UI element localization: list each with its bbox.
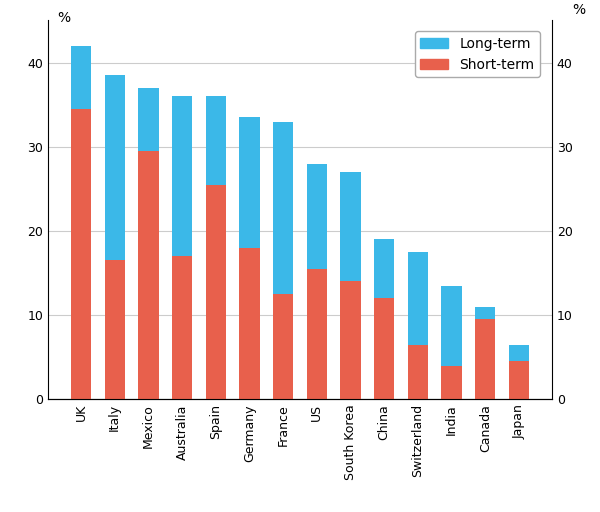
Bar: [138, 88, 158, 151]
Bar: [374, 298, 394, 399]
Bar: [239, 117, 260, 248]
Bar: [239, 248, 260, 399]
Bar: [172, 96, 192, 256]
Bar: [273, 121, 293, 294]
Bar: [509, 361, 529, 399]
Bar: [307, 269, 327, 399]
Bar: [475, 307, 496, 319]
Bar: [206, 185, 226, 399]
Text: %: %: [58, 11, 71, 25]
Legend: Long-term, Short-term: Long-term, Short-term: [415, 31, 540, 77]
Bar: [442, 366, 462, 399]
Bar: [475, 319, 496, 399]
Bar: [71, 109, 91, 399]
Bar: [408, 345, 428, 399]
Bar: [104, 75, 125, 261]
Bar: [509, 345, 529, 361]
Bar: [71, 46, 91, 109]
Bar: [340, 282, 361, 399]
Bar: [273, 294, 293, 399]
Bar: [442, 286, 462, 366]
Bar: [340, 172, 361, 282]
Bar: [206, 96, 226, 185]
Bar: [307, 164, 327, 269]
Bar: [172, 256, 192, 399]
Text: %: %: [572, 3, 585, 17]
Bar: [104, 261, 125, 399]
Bar: [408, 252, 428, 345]
Bar: [374, 240, 394, 298]
Bar: [138, 151, 158, 399]
